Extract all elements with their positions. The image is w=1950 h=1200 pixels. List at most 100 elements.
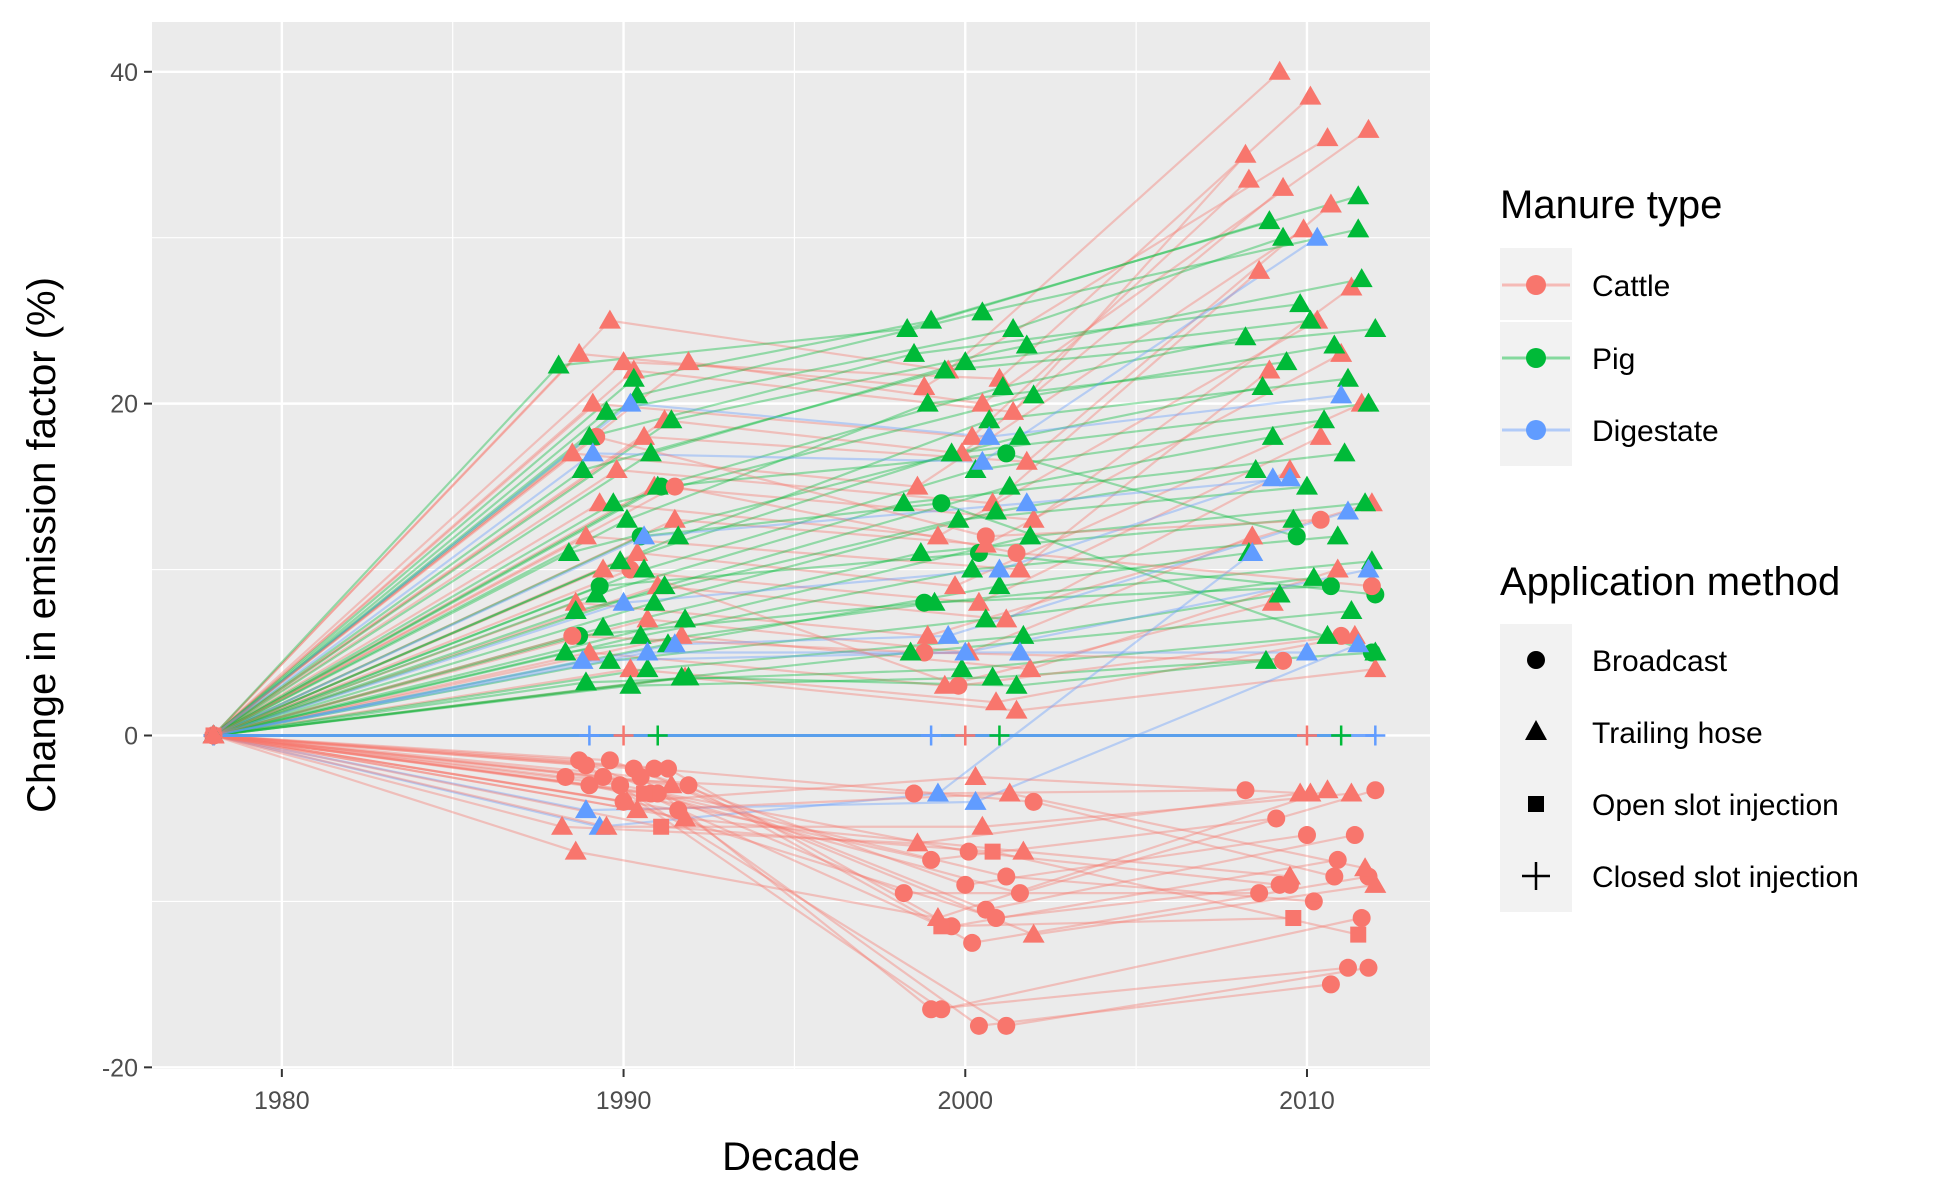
data-point-pig: [961, 558, 984, 578]
data-point-pig: [598, 649, 621, 669]
series-line-cattle: [212, 286, 1353, 737]
data-point-pig: [1261, 425, 1284, 445]
series-line-pig: [212, 327, 1376, 737]
plot-panel: [152, 22, 1430, 1069]
data-point-cattle: [969, 1016, 988, 1035]
data-point-cattle: [1321, 975, 1340, 994]
data-point-cattle: [626, 541, 649, 561]
series-line-cattle: [212, 203, 1332, 737]
series-line-pig: [213, 419, 1325, 737]
series-line-pig: [213, 468, 1256, 737]
data-point-pig: [585, 583, 608, 603]
series-line-cattle: [213, 734, 1308, 886]
data-point-pig: [646, 475, 669, 495]
series-line-digestate: [213, 477, 1291, 737]
data-point-cattle: [1338, 958, 1357, 977]
series-line-digestate: [213, 651, 1307, 737]
data-point-cattle: [922, 850, 941, 869]
data-point-pig: [636, 658, 659, 678]
series-line-pig: [213, 377, 1349, 737]
data-point-pig: [1364, 317, 1387, 337]
series-line-cattle: [213, 734, 1369, 1028]
data-point-digestate: [937, 624, 960, 644]
legend-title-method: Application method: [1500, 560, 1840, 604]
series-line-cattle: [213, 734, 1291, 878]
series-line-cattle: [213, 634, 1284, 737]
data-point-pig: [653, 575, 676, 595]
data-point-pig: [896, 317, 919, 337]
data-point-pig: [1313, 409, 1336, 429]
data-point-digestate: [633, 525, 656, 545]
data-point-cattle: [677, 351, 700, 371]
data-point-cattle: [660, 774, 683, 794]
data-point-pig: [1331, 725, 1352, 746]
series-line-cattle: [213, 502, 1373, 737]
series-line-cattle: [212, 137, 1329, 737]
series-line-pig: [213, 402, 1369, 737]
series-line-digestate: [213, 552, 1253, 828]
data-point-cattle: [1241, 525, 1264, 545]
series-line-cattle: [213, 734, 1376, 895]
data-point-pig: [547, 354, 570, 374]
data-point-pig: [1234, 326, 1257, 346]
data-point-digestate: [1365, 725, 1386, 746]
data-point-cattle: [202, 724, 225, 744]
data-point-cattle: [1250, 884, 1269, 903]
data-point-pig: [1302, 566, 1325, 586]
x-axis-title: Decade: [722, 1135, 860, 1179]
series-line-pig: [213, 535, 1338, 737]
data-point-pig: [1326, 525, 1349, 545]
x-tick-label: 1990: [596, 1087, 652, 1115]
series-line-pig: [213, 502, 1373, 737]
data-point-pig: [647, 725, 668, 746]
data-point-cattle: [556, 767, 575, 786]
data-point-cattle: [1316, 779, 1339, 799]
data-point-cattle: [1234, 143, 1257, 163]
series-line-pig: [212, 278, 1362, 737]
data-point-cattle: [581, 392, 604, 412]
legend-label-trailing-hose: Trailing hose: [1592, 717, 1763, 750]
data-point-cattle: [997, 867, 1016, 886]
data-point-pig: [595, 400, 618, 420]
data-point-cattle: [987, 909, 1006, 928]
series-line-cattle: [213, 734, 1349, 1011]
series-line-cattle: [213, 668, 1376, 737]
data-point-cattle: [906, 475, 929, 495]
legend-label-pig: Pig: [1592, 343, 1635, 376]
data-point-cattle: [955, 725, 976, 746]
data-point-pig: [1289, 293, 1312, 313]
data-point-digestate: [579, 725, 600, 746]
data-point-pig: [899, 641, 922, 661]
data-point-cattle: [1366, 781, 1385, 800]
data-point-pig: [903, 342, 926, 362]
data-point-cattle: [1299, 782, 1322, 802]
data-point-pig: [1244, 459, 1267, 479]
legend-title-manure: Manure type: [1500, 183, 1722, 227]
series-line-digestate: [213, 477, 1274, 737]
series-line-cattle: [213, 535, 1253, 737]
data-point-cattle: [1248, 259, 1271, 279]
x-tick-label: 1980: [254, 1087, 310, 1115]
data-point-pig: [892, 492, 915, 512]
data-point-pig: [1287, 527, 1306, 546]
series-line-pig: [213, 485, 1308, 737]
data-point-pig: [950, 658, 973, 678]
data-point-digestate: [978, 425, 1001, 445]
data-point-cattle: [1362, 577, 1381, 596]
data-point-pig: [1258, 210, 1281, 230]
series-line-pig: [212, 220, 1270, 737]
grid: [152, 22, 1430, 1069]
data-point-cattle: [551, 815, 574, 835]
y-tick-label: 0: [124, 722, 138, 750]
x-tick-label: 2010: [1279, 1087, 1335, 1115]
legend-shape-closed-slot: [1522, 862, 1550, 890]
data-point-cattle: [1359, 958, 1378, 977]
data-point-cattle: [613, 725, 634, 746]
data-point-cattle: [1007, 543, 1026, 562]
series-line-cattle: [213, 734, 1359, 936]
data-point-pig: [1019, 525, 1042, 545]
data-point-cattle: [563, 626, 582, 645]
data-point-pig: [997, 444, 1016, 463]
data-point-cattle: [961, 425, 984, 445]
data-point-cattle: [612, 351, 635, 371]
